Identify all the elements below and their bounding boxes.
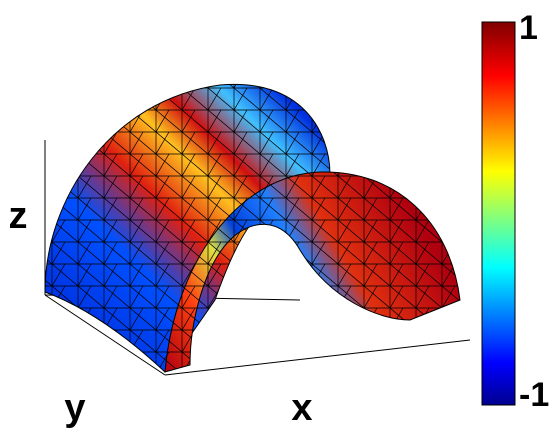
- colorbar-tick-label: 1: [519, 9, 538, 47]
- z-axis-label: z: [9, 195, 28, 237]
- y-axis-label: y: [64, 387, 85, 429]
- colorbar-tick-label: -1: [519, 376, 549, 414]
- x-axis-label: x: [291, 387, 312, 429]
- surface: [44, 83, 461, 373]
- colorbar: [481, 21, 516, 406]
